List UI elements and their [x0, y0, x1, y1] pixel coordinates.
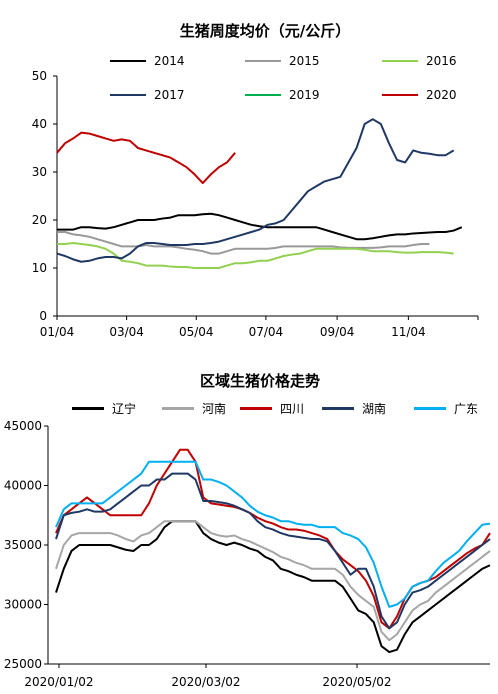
- chart2-legend-label: 辽宁: [112, 402, 137, 416]
- chart1-x-tick-label: 05/04: [179, 325, 214, 339]
- chart1-series-2017: [56, 118, 455, 263]
- chart1-legend-swatch: [110, 60, 146, 62]
- chart1-legend-swatch: [245, 94, 281, 96]
- chart2-series-x: [55, 472, 491, 630]
- chart1-legend-label: 2016: [426, 54, 457, 68]
- chart2-legend-item: 辽宁: [72, 400, 136, 417]
- chart1-legend-item: 2017: [110, 88, 185, 102]
- chart1-legend-label: 2020: [426, 88, 457, 102]
- chart2-legend-item: 河南: [162, 400, 226, 417]
- chart2-x-tick-label: 2020/01/02: [24, 675, 93, 689]
- chart2-legend-label: 广东: [454, 402, 479, 416]
- chart1-x-tick-label: 03/04: [109, 325, 144, 339]
- chart1-y-tick-label: 30: [32, 165, 47, 179]
- chart2-legend-item: 四川: [240, 400, 304, 417]
- chart2-series-x: [55, 520, 491, 654]
- chart1-title: 生猪周度均价（元/公斤）: [179, 22, 351, 40]
- chart2-legend-swatch: [72, 407, 104, 410]
- chart2-x-tick-label: 2020/05/02: [322, 675, 391, 689]
- chart1-legend-item: 2020: [382, 88, 457, 102]
- chart1-x-tick-label: 01/04: [40, 325, 75, 339]
- chart2-x-tick-label: 2020/03/02: [171, 675, 240, 689]
- chart2-y-tick-label: 40000: [4, 479, 42, 493]
- chart1-legend-item: 2016: [382, 54, 457, 68]
- chart1-legend-swatch: [110, 94, 146, 96]
- chart1-series-2015: [57, 231, 430, 255]
- chart2-legend-label: 湖南: [362, 402, 387, 416]
- chart1-x-tick-label: 09/04: [320, 325, 355, 339]
- chart2-series-x: [55, 520, 491, 642]
- chart1-legend-label: 2017: [154, 88, 185, 102]
- chart2-legend-label: 四川: [280, 402, 305, 416]
- chart2-legend-item: 湖南: [322, 400, 386, 417]
- chart2-y-tick-label: 30000: [4, 598, 42, 612]
- chart2-legend-label: 河南: [202, 402, 227, 416]
- chart2-y-tick-label: 45000: [4, 419, 42, 433]
- chart2-y-tick-label: 25000: [4, 657, 42, 671]
- chart2-legend-item: 广东: [414, 400, 478, 417]
- chart2-legend-swatch: [240, 407, 272, 410]
- chart1-y-tick-label: 20: [32, 213, 47, 227]
- chart1-series-2020: [56, 131, 236, 185]
- chart1-x-tick-label: 07/04: [249, 325, 284, 339]
- chart2-y-tick-label: 35000: [4, 538, 42, 552]
- chart1-legend-item: 2015: [245, 54, 320, 68]
- chart1-legend-label: 2014: [154, 54, 185, 68]
- chart1-plot: 0 10 20 30 40 50 01/04 03/04 05/04 07/04 09/04 11/0…: [32, 69, 479, 339]
- chart1-y-tick-label: 0: [39, 309, 47, 323]
- chart1-legend-item: 2019: [245, 88, 320, 102]
- chart2-legend-swatch: [322, 407, 354, 410]
- chart1-legend-swatch: [245, 60, 281, 62]
- chart1-series-2014: [57, 212, 463, 241]
- chart1-y-tick-label: 50: [32, 69, 47, 83]
- chart1-legend-label: 2019: [289, 88, 320, 102]
- chart1-y-tick-label: 40: [32, 117, 47, 131]
- chart2-legend-swatch: [414, 407, 446, 410]
- chart2-series-x: [55, 460, 491, 608]
- chart1-legend-swatch: [382, 94, 418, 96]
- chart1-legend-label: 2015: [289, 54, 320, 68]
- chart1-x-tick-label: 11/04: [391, 325, 426, 339]
- chart1-series-2016: [57, 242, 454, 269]
- chart1-legend-swatch: [382, 60, 418, 62]
- chart1-legend-item: 2014: [110, 54, 185, 68]
- chart2-title: 区域生猪价格走势: [199, 372, 320, 390]
- chart1-y-tick-label: 10: [32, 261, 47, 275]
- chart2-legend-swatch: [162, 407, 194, 410]
